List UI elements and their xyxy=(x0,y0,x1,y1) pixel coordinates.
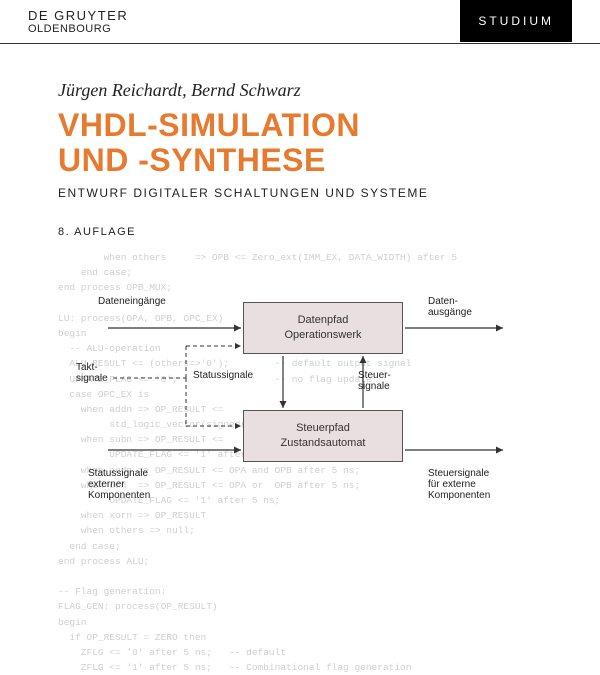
subtitle: ENTWURF DIGITALER SCHALTUNGEN UND SYSTEM… xyxy=(58,186,428,200)
publisher-line1: DE GRUYTER xyxy=(28,8,128,23)
label-steuersignale-ext: Steuersignale für externe Komponenten xyxy=(428,468,538,501)
title: VHDL-SIMULATION UND -SYNTHESE xyxy=(58,108,570,177)
label-datenausgaenge: Daten- ausgänge xyxy=(428,296,498,318)
label-steuersignale: Steuer- signale xyxy=(358,370,413,392)
publisher-line2: OLDENBOURG xyxy=(28,23,128,35)
authors: Jürgen Reichardt, Bernd Schwarz xyxy=(58,80,301,101)
box-steuerpfad: Steuerpfad Zustandsautomat xyxy=(243,410,403,462)
box2-line2: Zustandsautomat xyxy=(281,436,366,451)
box1-line2: Operationswerk xyxy=(284,328,361,343)
box2-line1: Steuerpfad xyxy=(296,421,350,436)
edition: 8. AUFLAGE xyxy=(58,226,136,238)
series-badge: STUDIUM xyxy=(460,0,572,42)
label-statussignale-ext: Statussignale externer Komponenten xyxy=(88,468,188,501)
block-diagram: Datenpfad Operationswerk Steuerpfad Zust… xyxy=(58,290,542,530)
label-taktsignale: Takt- signale xyxy=(76,362,126,384)
box-datenpfad: Datenpfad Operationswerk xyxy=(243,302,403,354)
publisher: DE GRUYTER OLDENBOURG xyxy=(28,8,128,35)
book-cover: DE GRUYTER OLDENBOURG STUDIUM Jürgen Rei… xyxy=(0,0,600,600)
box1-line1: Datenpfad xyxy=(298,313,349,328)
label-dateneingaenge: Dateneingänge xyxy=(98,296,166,307)
label-statussignale: Statussignale xyxy=(193,370,253,381)
header-bar: DE GRUYTER OLDENBOURG STUDIUM xyxy=(0,0,600,44)
title-line1: VHDL-SIMULATION xyxy=(58,108,570,143)
title-line2: UND -SYNTHESE xyxy=(58,143,570,178)
